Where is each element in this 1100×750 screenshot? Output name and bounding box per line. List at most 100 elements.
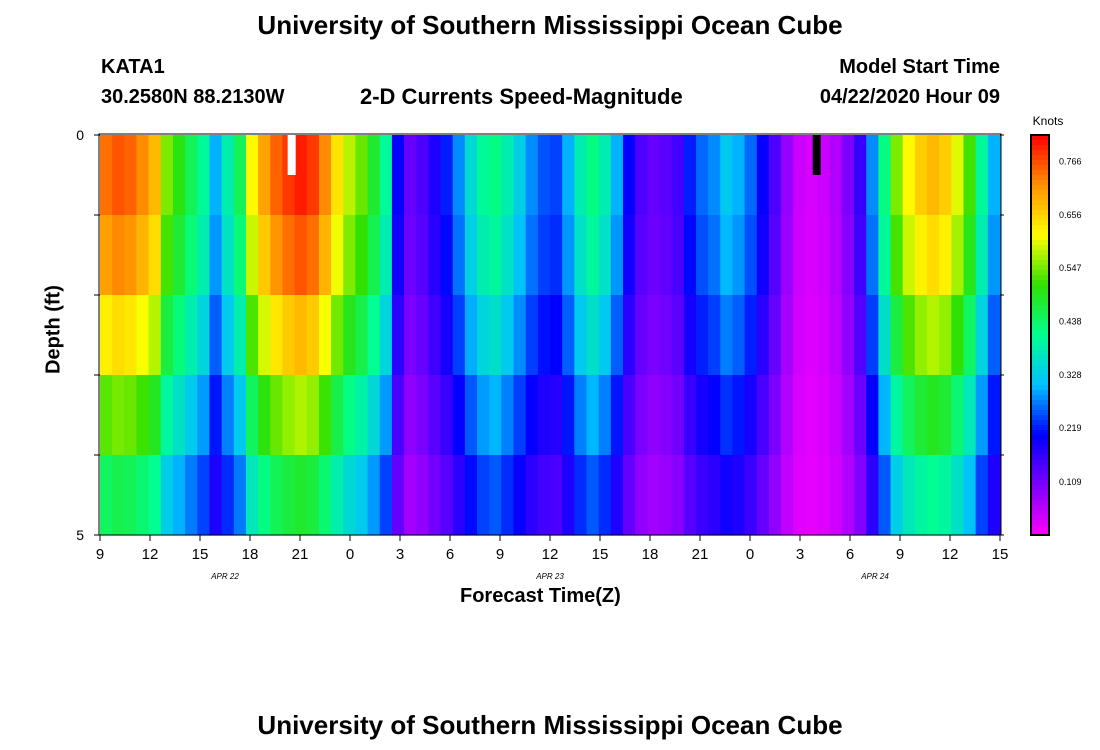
heatmap-cell bbox=[294, 455, 308, 536]
colorbar-swatch bbox=[1031, 430, 1049, 436]
heatmap-cell bbox=[574, 295, 588, 376]
heatmap-cell bbox=[112, 375, 125, 456]
heatmap-cell bbox=[428, 295, 442, 376]
heatmap-cell bbox=[586, 135, 600, 216]
colorbar-swatch bbox=[1031, 225, 1049, 231]
heatmap-cell bbox=[598, 215, 612, 296]
heatmap-cell bbox=[416, 135, 429, 216]
heatmap-cell bbox=[635, 215, 648, 296]
colorbar-swatch bbox=[1031, 465, 1049, 471]
heatmap-cell bbox=[233, 215, 247, 296]
heatmap-cell bbox=[744, 135, 758, 216]
heatmap-cell bbox=[513, 295, 527, 376]
heatmap-cell bbox=[550, 135, 563, 216]
heatmap-cell bbox=[562, 455, 575, 536]
heatmap-cell bbox=[805, 455, 819, 536]
colorbar-frame bbox=[1030, 134, 1050, 536]
heatmap-cell bbox=[854, 455, 867, 536]
heatmap-cell bbox=[622, 215, 636, 296]
heatmap-cell bbox=[221, 215, 235, 296]
heatmap-cell bbox=[756, 295, 770, 376]
heatmap-cell bbox=[209, 295, 223, 376]
x-tick-label: 12 bbox=[942, 546, 959, 563]
heatmap-cell bbox=[756, 375, 770, 456]
x-tick-label: 0 bbox=[746, 546, 754, 563]
heatmap-cell bbox=[343, 375, 357, 456]
heatmap-cell bbox=[866, 135, 879, 216]
heatmap-cell bbox=[416, 455, 429, 536]
heatmap-cell bbox=[428, 375, 442, 456]
heatmap-cell bbox=[124, 455, 138, 536]
colorbar-swatch bbox=[1031, 250, 1049, 256]
heatmap-cell bbox=[355, 455, 369, 536]
heatmap-cell bbox=[744, 455, 758, 536]
heatmap-cell bbox=[112, 215, 125, 296]
colorbar-swatch bbox=[1031, 270, 1049, 276]
heatmap-cell bbox=[355, 135, 369, 216]
heatmap-cell bbox=[586, 375, 600, 456]
heatmap-cell bbox=[185, 375, 198, 456]
heatmap-cell bbox=[659, 295, 673, 376]
heatmap-cell bbox=[537, 215, 551, 296]
date-label: APR 24 bbox=[860, 572, 889, 581]
heatmap-cell bbox=[598, 375, 612, 456]
y-axis-title: Depth (ft) bbox=[42, 285, 65, 374]
heatmap-cell bbox=[270, 215, 284, 296]
heatmap-cell bbox=[501, 215, 515, 296]
heatmap-cell bbox=[586, 455, 600, 536]
heatmap-cell bbox=[331, 375, 344, 456]
colorbar-swatch bbox=[1031, 375, 1049, 381]
heatmap-cell bbox=[574, 215, 588, 296]
heatmap-cell bbox=[963, 215, 977, 296]
colorbar-swatch bbox=[1031, 415, 1049, 421]
heatmap-cell bbox=[610, 375, 624, 456]
heatmap-cell bbox=[294, 135, 308, 216]
colorbar-tick-label: 0.328 bbox=[1059, 370, 1082, 380]
heatmap-cell bbox=[209, 375, 223, 456]
colorbar-swatch bbox=[1031, 520, 1049, 526]
missing-cell bbox=[287, 135, 296, 175]
heatmap-cell bbox=[987, 455, 1001, 536]
heatmap-cell bbox=[489, 375, 502, 456]
heatmap-cell bbox=[890, 455, 904, 536]
heatmap-cell bbox=[647, 375, 661, 456]
colorbar-swatch bbox=[1031, 255, 1049, 261]
heatmap-cell bbox=[367, 375, 381, 456]
heatmap-cell bbox=[866, 295, 879, 376]
heatmap-cell bbox=[878, 135, 892, 216]
heatmap-cell bbox=[233, 455, 247, 536]
colorbar-swatch bbox=[1031, 340, 1049, 346]
heatmap-cell bbox=[866, 375, 879, 456]
colorbar-swatch bbox=[1031, 475, 1049, 481]
heatmap-cell bbox=[367, 135, 381, 216]
heatmap-cell bbox=[513, 375, 527, 456]
heatmap-cell bbox=[318, 455, 332, 536]
colorbar-swatch bbox=[1031, 335, 1049, 341]
heatmap-cell bbox=[452, 135, 466, 216]
heatmap-cell bbox=[890, 295, 904, 376]
heatmap-cell bbox=[902, 135, 916, 216]
heatmap-cell bbox=[124, 295, 138, 376]
heatmap-cell bbox=[221, 455, 235, 536]
heatmap-cell bbox=[586, 295, 600, 376]
heatmap-cell bbox=[781, 295, 794, 376]
heatmap-cell bbox=[622, 135, 636, 216]
colorbar-swatch bbox=[1031, 400, 1049, 406]
y-axis: 05 bbox=[76, 127, 1004, 543]
colorbar-swatch bbox=[1031, 325, 1049, 331]
colorbar-swatch bbox=[1031, 360, 1049, 366]
heatmap-cell bbox=[914, 375, 928, 456]
heatmap-cell bbox=[805, 295, 819, 376]
x-tick-label: 15 bbox=[592, 546, 609, 563]
heatmap-cell bbox=[428, 455, 442, 536]
heatmap-cell bbox=[258, 295, 271, 376]
heatmap-cell bbox=[854, 295, 867, 376]
heatmap-cell bbox=[477, 295, 490, 376]
heatmap-cell bbox=[878, 215, 892, 296]
heatmap-cell bbox=[343, 295, 357, 376]
heatmap-cell bbox=[890, 135, 904, 216]
heatmap-cell bbox=[452, 375, 466, 456]
heatmap-cell bbox=[258, 455, 271, 536]
heatmap-cell bbox=[975, 375, 989, 456]
colorbar-swatch bbox=[1031, 305, 1049, 311]
